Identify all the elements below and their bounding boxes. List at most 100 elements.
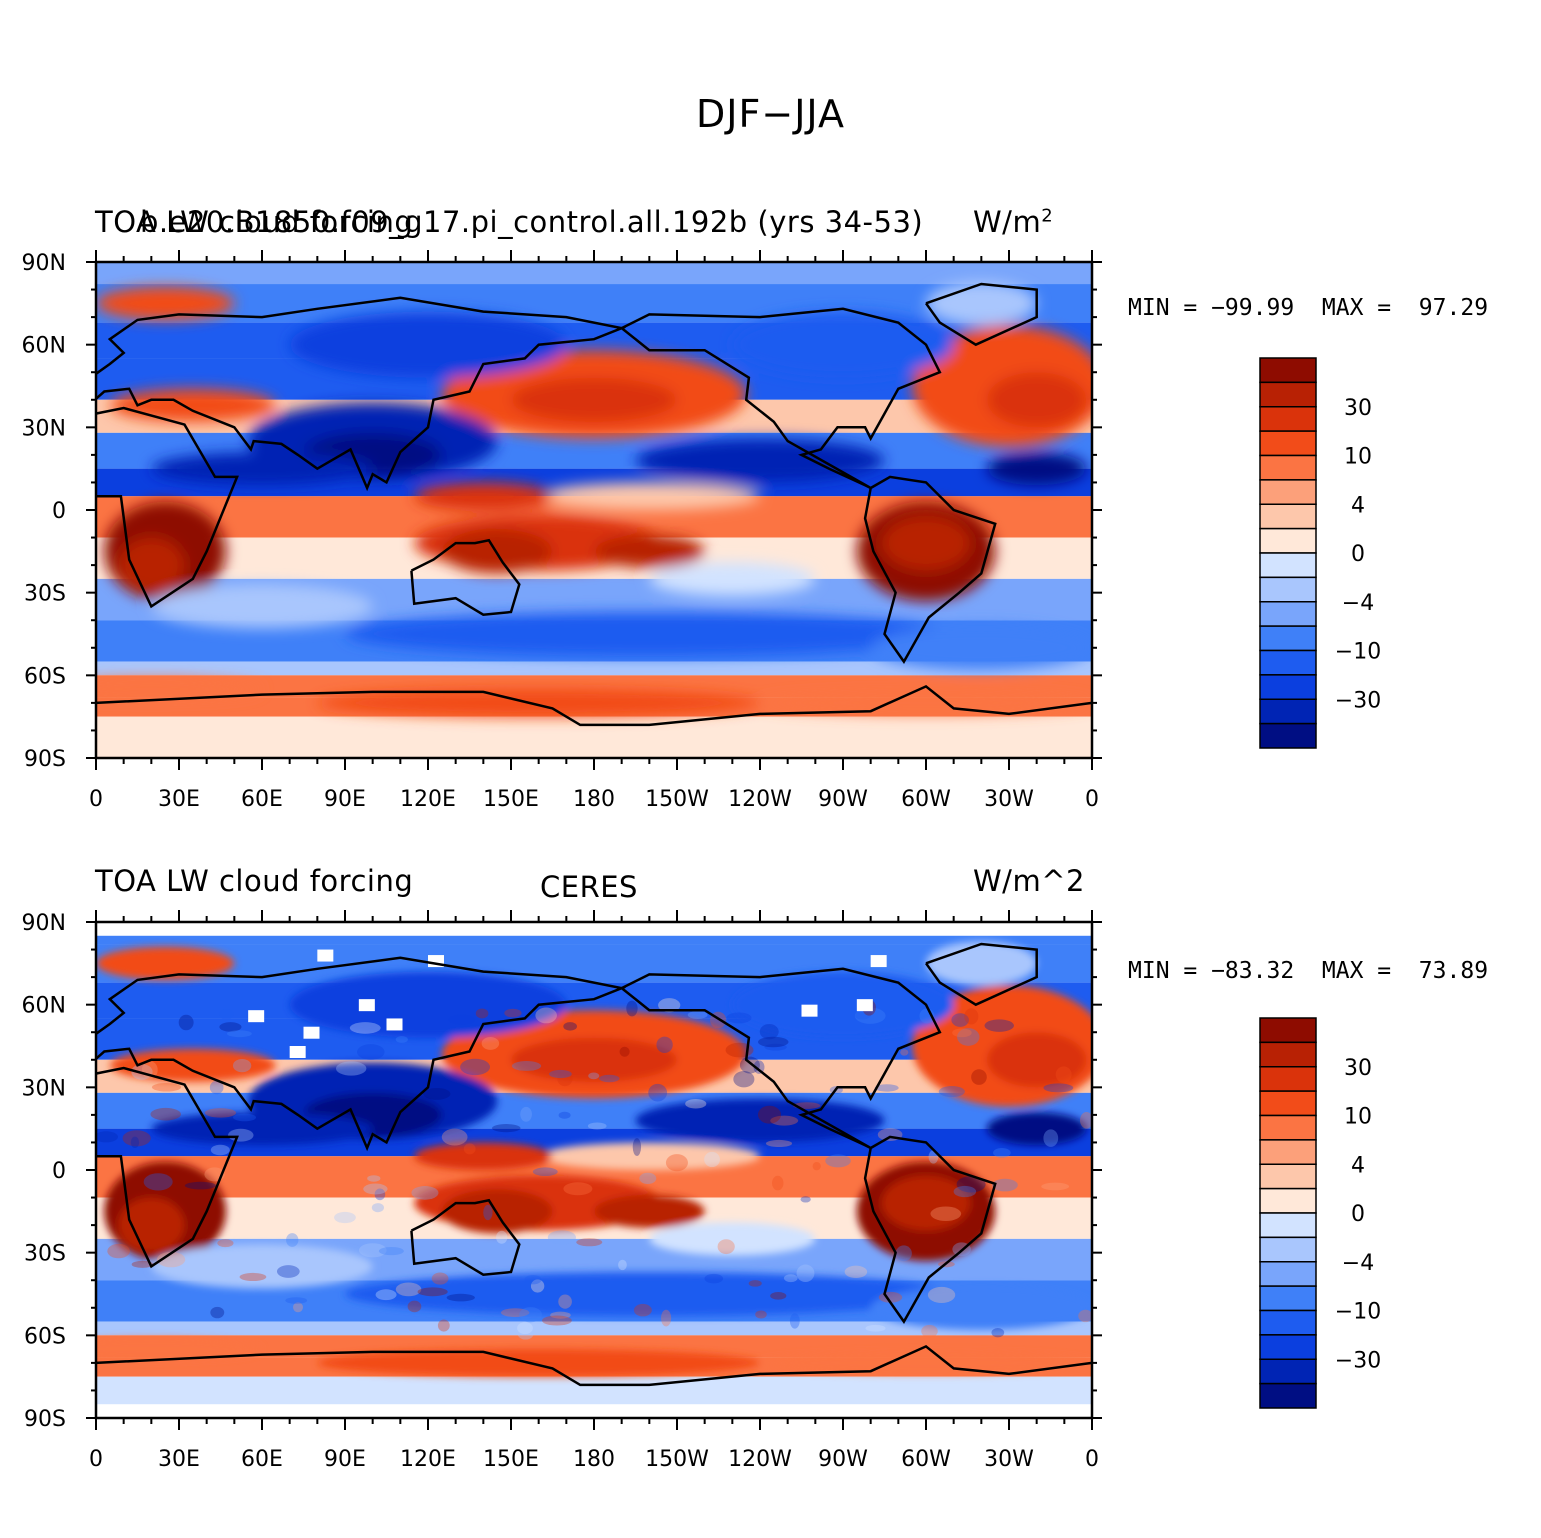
field-speckle: [733, 1070, 755, 1088]
colorbar-swatch: [1259, 1139, 1317, 1165]
field-speckle: [748, 1280, 762, 1287]
field-anomaly: [594, 1194, 705, 1228]
field-speckle: [500, 1308, 530, 1317]
lon-label: 180: [573, 787, 615, 812]
field-speckle: [156, 1251, 186, 1268]
lon-label: 90W: [818, 787, 868, 812]
lon-label: 60W: [901, 787, 951, 812]
colorbar-label: 10: [1344, 1105, 1372, 1130]
field-speckle: [549, 1069, 572, 1079]
field-speckle: [335, 1061, 367, 1076]
field-speckle: [491, 1124, 521, 1133]
colorbar-label: −4: [1342, 591, 1374, 616]
field-speckle: [481, 1036, 500, 1050]
field-speckle: [1043, 1129, 1059, 1147]
lat-label: 60S: [24, 664, 66, 689]
missing-data: [870, 955, 887, 968]
colorbar-swatch: [1259, 625, 1317, 652]
lon-label: 150W: [645, 1447, 709, 1472]
field-anomaly: [926, 941, 1037, 986]
field-speckle: [964, 1008, 979, 1025]
field-speckle: [588, 1072, 600, 1080]
colorbar-label: 4: [1351, 1153, 1365, 1178]
field-speckle: [395, 1282, 422, 1297]
field-speckle: [550, 1311, 571, 1319]
field-anomaly: [732, 311, 954, 378]
field-speckle: [789, 1313, 800, 1329]
colorbar-swatch: [1259, 576, 1317, 603]
field-speckle: [496, 1230, 508, 1244]
field-speckle: [178, 1014, 194, 1031]
field-speckle: [812, 1161, 821, 1171]
field-anomaly: [414, 482, 553, 510]
field-speckle: [519, 1307, 542, 1323]
field-speckle: [375, 1289, 397, 1301]
field-speckle: [374, 1188, 386, 1201]
lon-label: 120W: [728, 787, 792, 812]
axis-ticks: [86, 910, 1102, 1430]
field-speckle: [991, 1327, 1005, 1338]
colorbar-swatch: [1259, 406, 1317, 432]
field-anomaly: [649, 1222, 816, 1256]
field-anomaly: [151, 1244, 373, 1289]
missing-data: [856, 999, 873, 1012]
field-speckle: [725, 1042, 754, 1058]
field-anomaly: [986, 1112, 1087, 1146]
field-anomaly: [96, 678, 262, 701]
field-speckle: [122, 1130, 151, 1147]
field-speckle: [293, 1302, 303, 1313]
panel-units: W/m^2: [973, 864, 1085, 898]
field-speckle: [587, 1122, 607, 1130]
colorbar-label: 30: [1344, 1056, 1372, 1081]
panel-left-title: TOA LW cloud forcing: [95, 864, 414, 898]
colorbar-swatch: [1259, 1261, 1317, 1287]
field-blobs: [96, 941, 1092, 1377]
field-anomaly: [344, 1271, 954, 1317]
lon-label: 120W: [728, 1447, 792, 1472]
coastline: [96, 1344, 1092, 1387]
coastlines: [96, 942, 1092, 1387]
coastline: [863, 475, 997, 664]
field-speckle: [953, 1185, 977, 1198]
field-band: [96, 716, 1092, 758]
field-speckle: [285, 1297, 308, 1304]
field-band: [96, 1321, 1092, 1336]
field-anomaly: [538, 1142, 760, 1170]
field-speckle: [704, 1151, 720, 1168]
colorbar-swatch: [1259, 1187, 1317, 1214]
coastline: [410, 1198, 521, 1276]
colorbar-label: 10: [1344, 445, 1372, 470]
field-speckle: [687, 1010, 708, 1019]
min-max-readout: MIN = −83.32 MAX = 73.89: [1128, 958, 1488, 984]
field-speckle: [460, 1058, 491, 1076]
field-speckle: [407, 1300, 422, 1313]
colorbar-swatch: [1259, 552, 1317, 579]
field-anomaly: [414, 1142, 553, 1170]
lon-label: 150W: [645, 787, 709, 812]
field-speckle: [1079, 1112, 1092, 1129]
field-speckle: [765, 1139, 793, 1148]
field-speckle: [417, 1287, 448, 1297]
lat-label: 30N: [22, 416, 66, 441]
field-anomaly: [317, 689, 760, 717]
colorbar-label: −4: [1342, 1251, 1374, 1276]
field-speckle: [971, 1069, 987, 1085]
field-speckle: [661, 1309, 672, 1327]
coastline: [96, 684, 1092, 727]
field-speckle: [349, 1022, 381, 1034]
field-speckle: [648, 1083, 668, 1102]
lat-label: 60N: [22, 994, 66, 1019]
coastline: [924, 282, 1038, 347]
field-speckle: [475, 1008, 489, 1019]
panel-center-title: b.e20.B1850.f09_g17.pi_control.all.192b …: [140, 205, 924, 239]
field-speckle: [639, 1172, 657, 1185]
field-speckle: [685, 1098, 707, 1109]
colorbar-label: 4: [1351, 493, 1365, 518]
field-speckle: [184, 1181, 217, 1190]
field-speckle: [576, 1238, 603, 1247]
field-speckle: [437, 1319, 450, 1332]
field-speckle: [411, 1186, 439, 1200]
colorbar-swatch: [1259, 1382, 1317, 1409]
field-speckle: [618, 1259, 627, 1271]
missing-data: [801, 1004, 818, 1017]
